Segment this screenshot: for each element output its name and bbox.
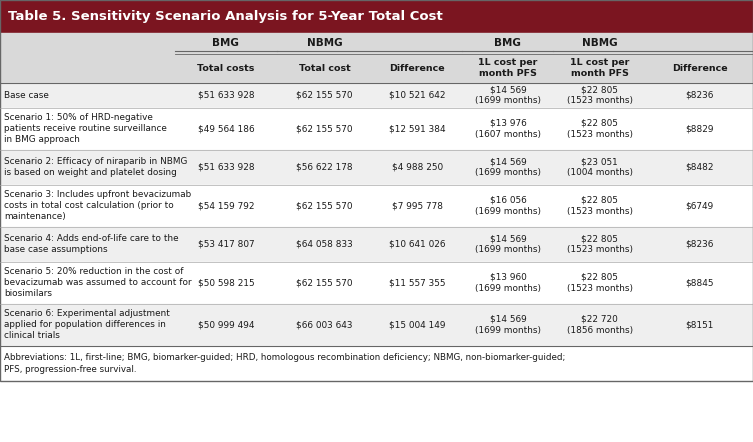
- Bar: [0, 0, 753, 33]
- Text: $14 569
(1699 months): $14 569 (1699 months): [475, 85, 541, 105]
- Text: $62 155 570: $62 155 570: [296, 201, 353, 210]
- Text: BMG: BMG: [495, 38, 521, 49]
- Bar: [0, 83, 753, 108]
- Text: $12 591 384: $12 591 384: [389, 124, 446, 133]
- Bar: [0, 346, 753, 381]
- Text: Difference: Difference: [672, 64, 727, 73]
- Text: $62 155 570: $62 155 570: [296, 278, 353, 287]
- Text: $8482: $8482: [685, 163, 714, 172]
- Text: $56 622 178: $56 622 178: [296, 163, 353, 172]
- Text: $7 995 778: $7 995 778: [392, 201, 443, 210]
- Text: BMG: BMG: [212, 38, 239, 49]
- Text: $54 159 792: $54 159 792: [197, 201, 255, 210]
- Text: $13 976
(1607 months): $13 976 (1607 months): [475, 119, 541, 139]
- Text: $62 155 570: $62 155 570: [296, 91, 353, 100]
- Text: Scenario 3: Includes upfront bevacizumab
costs in total cost calculation (prior : Scenario 3: Includes upfront bevacizumab…: [4, 190, 191, 221]
- Text: Scenario 2: Efficacy of niraparib in NBMG
is based on weight and platelet dosing: Scenario 2: Efficacy of niraparib in NBM…: [4, 157, 187, 177]
- Bar: [0, 0, 753, 381]
- Text: $51 633 928: $51 633 928: [197, 91, 255, 100]
- Text: $11 557 355: $11 557 355: [389, 278, 446, 287]
- Text: $22 805
(1523 months): $22 805 (1523 months): [567, 234, 633, 254]
- Text: $64 058 833: $64 058 833: [296, 240, 353, 249]
- Bar: [0, 185, 753, 227]
- Text: $10 521 642: $10 521 642: [389, 91, 446, 100]
- Bar: [0, 304, 753, 346]
- Bar: [0, 262, 753, 304]
- Text: $14 569
(1699 months): $14 569 (1699 months): [475, 157, 541, 177]
- Text: $22 805
(1523 months): $22 805 (1523 months): [567, 273, 633, 293]
- Text: $53 417 807: $53 417 807: [197, 240, 255, 249]
- Text: $13 960
(1699 months): $13 960 (1699 months): [475, 273, 541, 293]
- Text: $16 056
(1699 months): $16 056 (1699 months): [475, 196, 541, 216]
- Text: $50 999 494: $50 999 494: [197, 320, 255, 329]
- Text: Scenario 5: 20% reduction in the cost of
bevacizumab was assumed to account for
: Scenario 5: 20% reduction in the cost of…: [4, 267, 191, 298]
- Text: NBMG: NBMG: [582, 38, 617, 49]
- Text: $22 805
(1523 months): $22 805 (1523 months): [567, 196, 633, 216]
- Text: $50 598 215: $50 598 215: [197, 278, 255, 287]
- Text: $66 003 643: $66 003 643: [296, 320, 353, 329]
- Text: Total costs: Total costs: [197, 64, 255, 73]
- Text: Scenario 6: Experimental adjustment
applied for population differences in
clinic: Scenario 6: Experimental adjustment appl…: [4, 309, 169, 340]
- Text: $4 988 250: $4 988 250: [392, 163, 443, 172]
- Text: $6749: $6749: [685, 201, 714, 210]
- Text: $22 805
(1523 months): $22 805 (1523 months): [567, 85, 633, 105]
- Text: Base case: Base case: [4, 91, 49, 100]
- Text: $8151: $8151: [685, 320, 714, 329]
- Text: Abbreviations: 1L, first-line; BMG, biomarker-guided; HRD, homologous recombinat: Abbreviations: 1L, first-line; BMG, biom…: [4, 353, 566, 373]
- Text: $14 569
(1699 months): $14 569 (1699 months): [475, 234, 541, 254]
- Text: $22 805
(1523 months): $22 805 (1523 months): [567, 119, 633, 139]
- Text: 1L cost per
month PFS: 1L cost per month PFS: [478, 58, 538, 78]
- Text: $51 633 928: $51 633 928: [197, 163, 255, 172]
- Text: $22 720
(1856 months): $22 720 (1856 months): [567, 315, 633, 335]
- Text: Scenario 4: Adds end-of-life care to the
base case assumptions: Scenario 4: Adds end-of-life care to the…: [4, 234, 178, 254]
- Text: Difference: Difference: [389, 64, 445, 73]
- Text: Scenario 1: 50% of HRD-negative
patients receive routine surveillance
in BMG app: Scenario 1: 50% of HRD-negative patients…: [4, 113, 166, 145]
- Text: $23 051
(1004 months): $23 051 (1004 months): [567, 157, 633, 177]
- Text: $8236: $8236: [685, 240, 714, 249]
- Bar: [0, 54, 753, 83]
- Text: Total cost: Total cost: [299, 64, 350, 73]
- Text: NBMG: NBMG: [306, 38, 343, 49]
- Text: $14 569
(1699 months): $14 569 (1699 months): [475, 315, 541, 335]
- Text: $10 641 026: $10 641 026: [389, 240, 446, 249]
- Bar: [0, 33, 753, 54]
- Text: $8236: $8236: [685, 91, 714, 100]
- Text: Table 5. Sensitivity Scenario Analysis for 5-Year Total Cost: Table 5. Sensitivity Scenario Analysis f…: [8, 10, 442, 23]
- Bar: [0, 227, 753, 262]
- Text: $8845: $8845: [685, 278, 714, 287]
- Text: $49 564 186: $49 564 186: [197, 124, 255, 133]
- Text: 1L cost per
month PFS: 1L cost per month PFS: [570, 58, 630, 78]
- Text: $62 155 570: $62 155 570: [296, 124, 353, 133]
- Text: $15 004 149: $15 004 149: [389, 320, 446, 329]
- Text: $8829: $8829: [685, 124, 714, 133]
- Bar: [0, 108, 753, 150]
- Bar: [0, 150, 753, 185]
